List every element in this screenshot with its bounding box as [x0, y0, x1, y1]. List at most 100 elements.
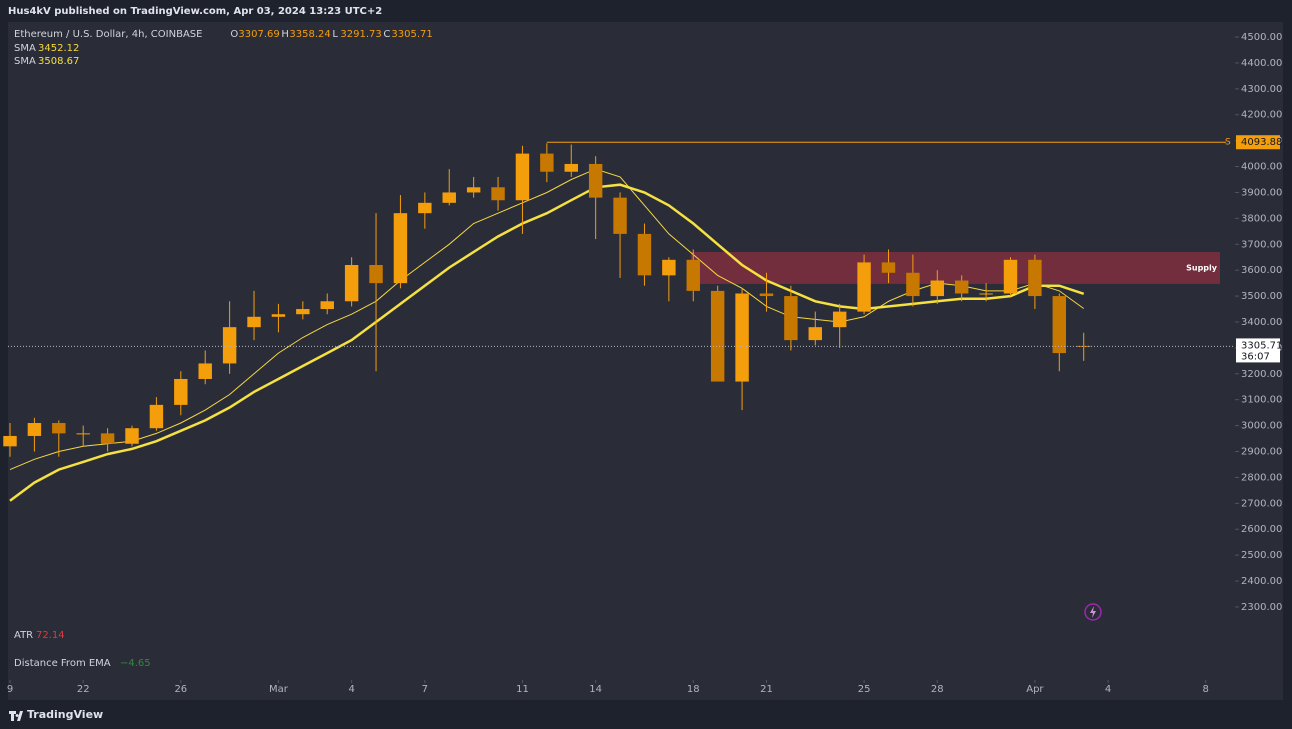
candle-body — [344, 264, 359, 302]
candle-body — [979, 293, 993, 295]
ohlc-value: 3307.69 — [238, 29, 279, 40]
y-tick-label: 3000.00 — [1241, 421, 1282, 432]
y-tick-label: 3600.00 — [1241, 265, 1282, 276]
y-tick-label: 3400.00 — [1241, 317, 1282, 328]
price-tag-label: 3305.71 — [1241, 340, 1282, 351]
x-tick-label: 14 — [589, 684, 602, 695]
candle-body — [3, 435, 17, 447]
candle-body — [564, 163, 578, 172]
candle-body — [52, 423, 66, 434]
candle-body — [222, 327, 237, 364]
timer: 36:07 — [1241, 351, 1270, 362]
legend-value: 3452.12 — [38, 43, 79, 54]
x-tick-label: 25 — [858, 684, 871, 695]
y-tick-label: 3100.00 — [1241, 395, 1282, 406]
candle-body — [198, 363, 212, 379]
indicator-value: 72.14 — [36, 630, 65, 641]
resistance-marker: S — [1225, 138, 1231, 148]
supply-label: Supply — [1186, 263, 1218, 272]
resistance-tag — [1236, 135, 1280, 150]
ohlc-value: 3291.73 — [340, 29, 381, 40]
candle-body — [174, 378, 188, 405]
x-tick-label: 8 — [1203, 684, 1209, 695]
candle-body — [466, 187, 481, 193]
supply-zone — [690, 252, 1220, 284]
candle-body — [76, 433, 90, 435]
y-tick-label: 2400.00 — [1241, 576, 1282, 587]
candle-body — [247, 316, 261, 328]
candle-body — [369, 264, 383, 284]
candle-body — [1052, 296, 1067, 354]
y-tick-label: 2600.00 — [1241, 524, 1282, 535]
legend-name: SMA — [14, 56, 36, 67]
candle-body — [808, 327, 822, 341]
y-tick-label: 2300.00 — [1241, 602, 1282, 613]
legend-value: 3508.67 — [38, 56, 79, 67]
ohlc-key: L — [332, 29, 338, 40]
ohlc-key: H — [281, 29, 289, 40]
candle-body — [613, 197, 627, 234]
candle-body — [954, 280, 969, 294]
candle-body — [930, 280, 945, 297]
resistance-tag-label: 4093.88 — [1241, 137, 1282, 148]
y-tick-label: 2700.00 — [1241, 498, 1282, 509]
x-tick-label: 11 — [516, 684, 529, 695]
candle-body — [759, 293, 774, 297]
x-tick-label: 18 — [687, 684, 700, 695]
candle-body — [1003, 259, 1018, 294]
candle-body — [125, 428, 139, 444]
y-tick-label: 2800.00 — [1241, 472, 1282, 483]
candle-body — [637, 233, 652, 276]
sma-line — [9, 168, 1084, 471]
candle-body — [735, 293, 749, 382]
candle-body — [27, 423, 42, 436]
y-tick-label: 3700.00 — [1241, 239, 1282, 250]
plot-area — [8, 22, 1235, 680]
chart-title: Ethereum / U.S. Dollar, 4h, COINBASE — [14, 29, 202, 40]
x-tick-label: 21 — [760, 684, 773, 695]
y-tick-label: 4200.00 — [1241, 110, 1282, 121]
candle-body — [296, 309, 310, 315]
y-tick-label: 3500.00 — [1241, 291, 1282, 302]
candle-body — [320, 301, 334, 310]
x-tick-label: 7 — [422, 684, 428, 695]
y-tick-label: 4300.00 — [1241, 84, 1282, 95]
legend-name: SMA — [14, 43, 36, 54]
x-tick-label: Apr — [1026, 684, 1044, 695]
x-tick-label: 4 — [348, 684, 354, 695]
y-tick-label: 4400.00 — [1241, 58, 1282, 69]
candle-body — [393, 213, 408, 284]
x-tick-label: 4 — [1105, 684, 1111, 695]
logo — [9, 711, 23, 721]
y-tick-label: 3200.00 — [1241, 369, 1282, 380]
y-tick-label: 4000.00 — [1241, 162, 1282, 173]
candle-body — [1076, 345, 1091, 347]
candle-body — [588, 163, 603, 198]
y-tick-label: 2900.00 — [1241, 447, 1282, 458]
x-tick-label: Mar — [269, 684, 289, 695]
candle-body — [784, 296, 798, 341]
indicator-value: −4.65 — [120, 658, 151, 669]
ohlc-key: C — [383, 29, 390, 40]
candle-body — [1028, 259, 1042, 297]
candle-body — [491, 187, 505, 201]
alert-bolt — [1090, 606, 1096, 618]
x-tick-label: 22 — [77, 684, 90, 695]
ohlc-value: 3358.24 — [289, 29, 330, 40]
candle-body — [271, 314, 286, 317]
y-tick-label: 3800.00 — [1241, 213, 1282, 224]
y-tick-label: 4500.00 — [1241, 32, 1282, 43]
brand: TradingView — [27, 708, 103, 721]
ohlc-key: O — [230, 29, 238, 40]
candle-body — [662, 259, 676, 276]
candle-body — [418, 202, 432, 214]
indicator-name: Distance From EMA — [14, 658, 111, 669]
y-tick-label: 3900.00 — [1241, 187, 1282, 198]
x-tick-label: 26 — [174, 684, 187, 695]
candle-body — [515, 153, 530, 201]
time-axis — [8, 680, 1283, 700]
candle-body — [857, 262, 871, 312]
x-tick-label: 9 — [7, 684, 13, 695]
candle-body — [149, 404, 164, 429]
